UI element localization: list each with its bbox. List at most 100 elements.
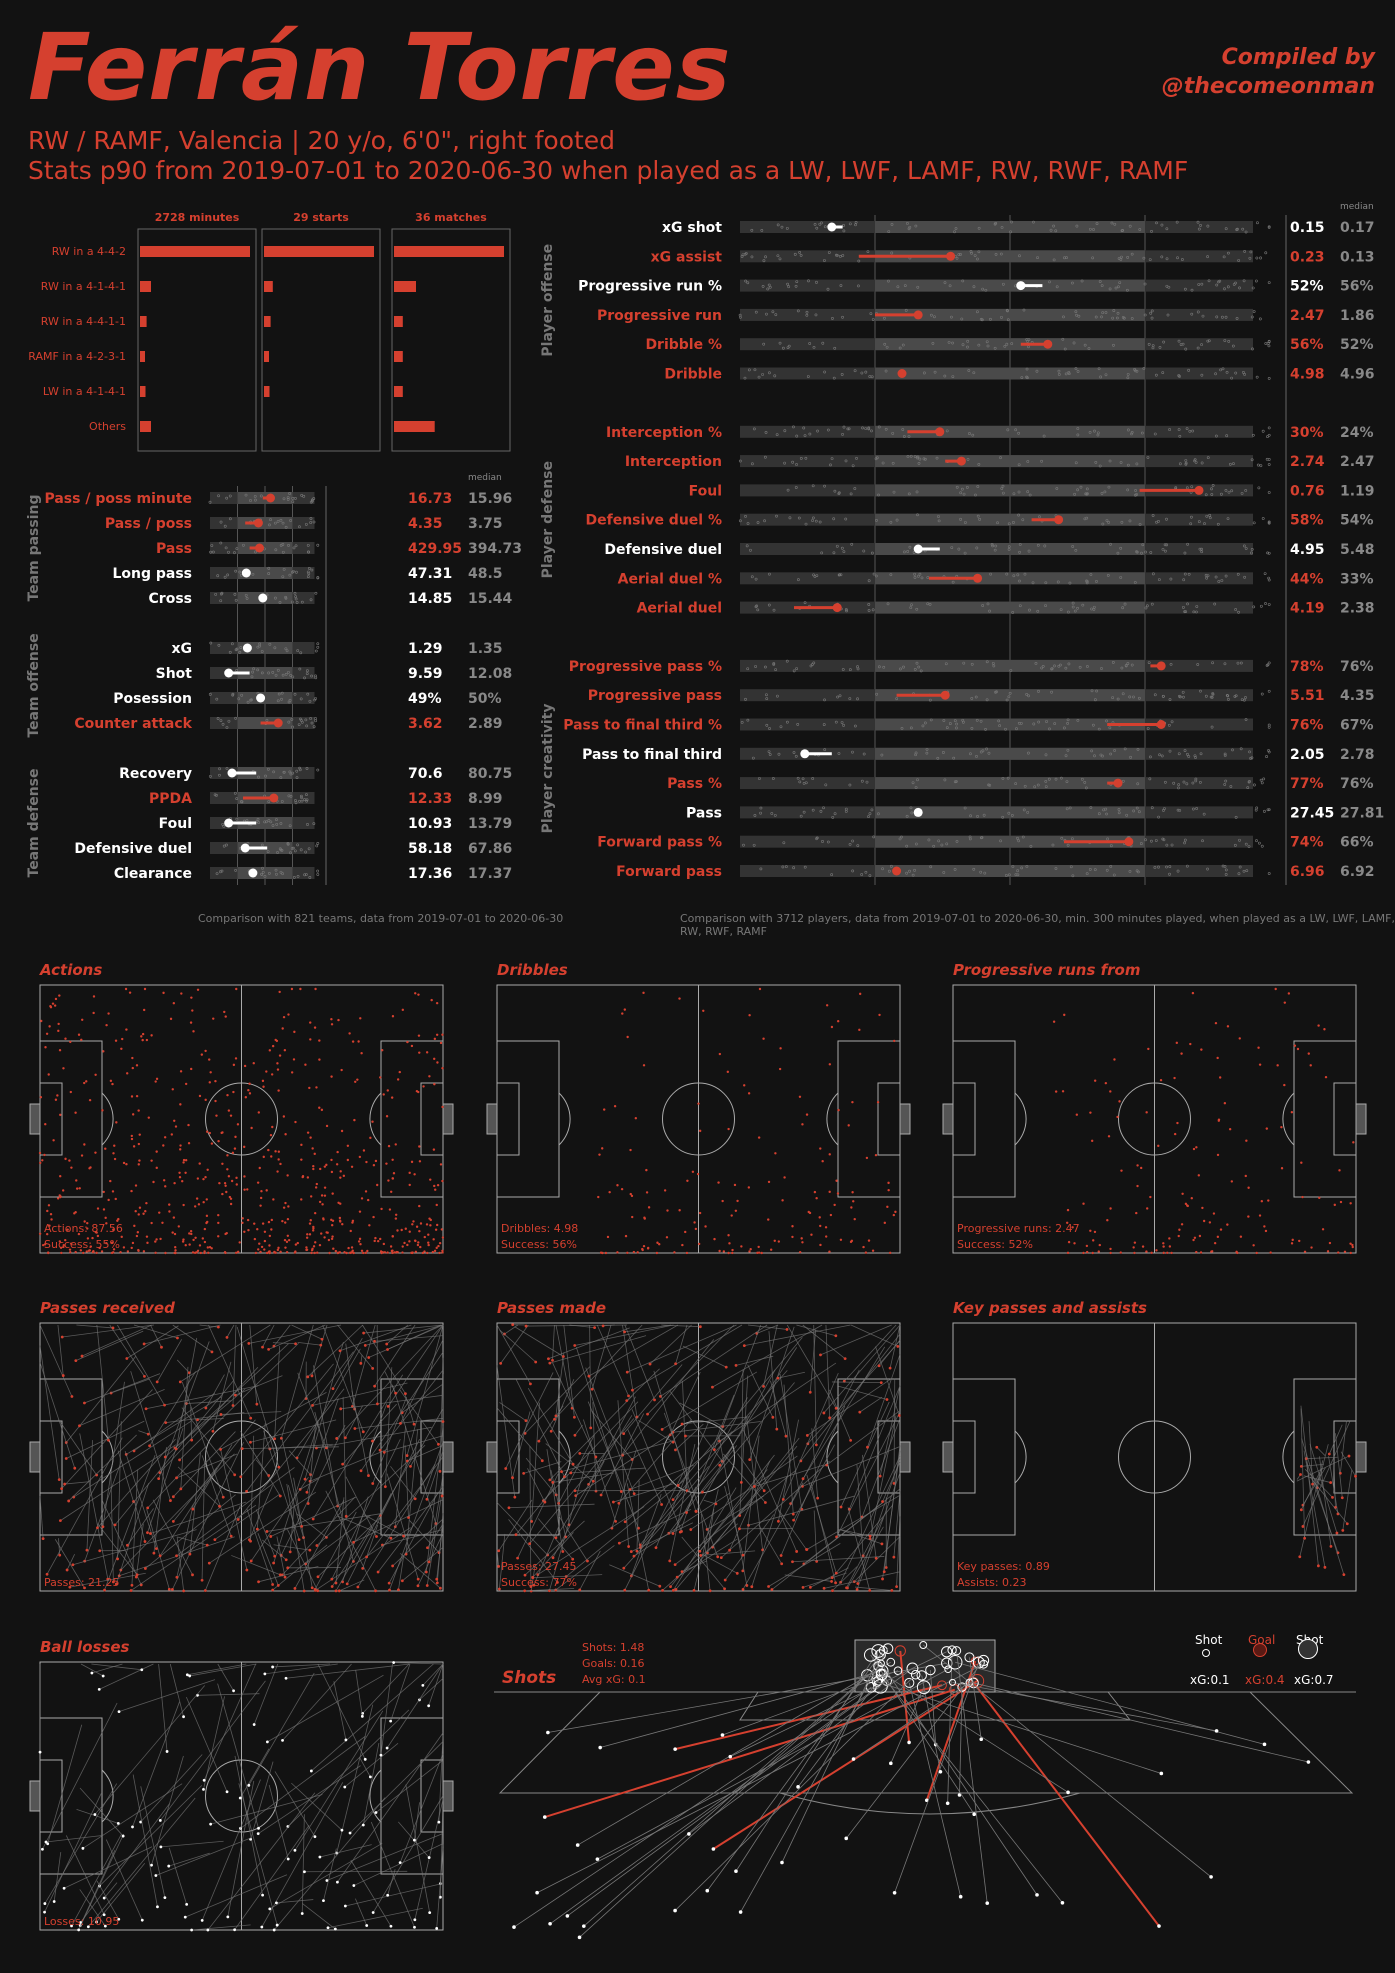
pass-arrow <box>218 1684 259 1829</box>
event-dot <box>287 1205 289 1207</box>
pass-origin <box>593 1326 596 1329</box>
event-dot <box>277 1158 279 1160</box>
event-dot <box>262 1086 264 1088</box>
position-bar <box>264 316 271 327</box>
event-dot <box>1140 1167 1142 1169</box>
stat-label: Forward pass % <box>597 835 722 851</box>
event-dot <box>1192 1239 1194 1241</box>
event-dot <box>270 1134 272 1136</box>
shot-origin <box>972 1812 976 1816</box>
event-dot <box>438 1252 440 1254</box>
pass-origin <box>658 1585 661 1588</box>
pass-origin <box>834 1581 837 1584</box>
pass-origin <box>272 1562 275 1565</box>
event-dot <box>774 1152 776 1154</box>
event-dot <box>647 1247 649 1249</box>
event-dot <box>136 1064 138 1066</box>
pass-origin <box>392 1661 395 1664</box>
event-dot <box>70 1091 72 1093</box>
pass-origin <box>163 1404 166 1407</box>
event-dot <box>875 1154 877 1156</box>
pass-origin <box>835 1572 838 1575</box>
event-dot <box>174 1246 176 1248</box>
pass-arrow <box>391 1664 410 1721</box>
pitch-summary-line: Success: 55% <box>44 1237 123 1253</box>
event-dot <box>253 1062 255 1064</box>
pass-arrow <box>509 1504 595 1508</box>
pass-origin <box>146 1531 149 1534</box>
pass-origin <box>247 1342 250 1345</box>
event-dot <box>311 1249 313 1251</box>
pass-origin <box>600 1494 603 1497</box>
stat-median: 5.48 <box>1340 542 1375 558</box>
pass-arrow <box>295 1711 383 1850</box>
event-dot <box>1063 1014 1065 1016</box>
pass-origin <box>698 1550 701 1553</box>
event-dot <box>695 1228 697 1230</box>
pass-origin <box>273 1555 276 1558</box>
event-dot <box>1132 1246 1134 1248</box>
pass-origin <box>791 1560 794 1563</box>
stat-label: Dribble <box>664 367 722 383</box>
stat-value: 47.31 <box>408 566 452 582</box>
population-dot <box>1262 517 1264 519</box>
shot-origin <box>566 1914 570 1918</box>
pass-arrow <box>721 1461 829 1558</box>
event-dot <box>297 1242 299 1244</box>
pass-origin <box>1298 1555 1301 1558</box>
team-stats-chart: medianPass / poss minute 16.73 15.96Pass /… <box>20 470 540 890</box>
penalty-box <box>381 1041 443 1197</box>
event-dot <box>241 1217 243 1219</box>
pass-arrow <box>289 1451 310 1475</box>
stat-label: Pass to final third % <box>563 718 722 734</box>
pass-origin <box>155 1547 158 1550</box>
pitch-group <box>487 1323 910 1592</box>
pass-arrow <box>153 1500 192 1575</box>
event-dot <box>441 1067 443 1069</box>
penalty-box <box>953 1041 1015 1197</box>
shot-line <box>736 1651 878 1871</box>
population-dot <box>317 873 319 875</box>
pass-origin <box>156 1905 159 1908</box>
event-dot <box>56 1094 58 1096</box>
pitch-title: Passes received <box>40 1299 175 1317</box>
pass-origin <box>417 1584 420 1587</box>
pass-arrow <box>1343 1470 1352 1530</box>
pass-origin <box>633 1555 636 1558</box>
event-dot <box>403 1242 405 1244</box>
pass-origin <box>802 1477 805 1480</box>
pass-origin <box>61 1336 64 1339</box>
event-dot <box>232 1152 234 1154</box>
pass-origin <box>623 1589 626 1592</box>
event-dot <box>424 1236 426 1238</box>
event-dot <box>226 1168 228 1170</box>
event-dot <box>347 1247 349 1249</box>
pass-arrow <box>111 1379 150 1393</box>
event-dot <box>1082 1203 1084 1205</box>
pass-origin <box>175 1476 178 1479</box>
pass-arrow <box>897 1516 900 1586</box>
pass-origin <box>307 1502 310 1505</box>
pass-arrow <box>239 1783 277 1925</box>
event-dot <box>323 1236 325 1238</box>
stat-label: Cross <box>149 591 192 607</box>
pass-arrow <box>169 1853 210 1866</box>
event-dot <box>848 1124 850 1126</box>
pass-origin <box>1303 1537 1306 1540</box>
event-dot <box>125 988 127 990</box>
event-dot <box>234 1147 236 1149</box>
pass-origin <box>261 1346 264 1349</box>
pass-origin <box>399 1861 402 1864</box>
pitch-summary-line: Success: 52% <box>957 1237 1080 1253</box>
pass-origin <box>543 1501 546 1504</box>
pass-arrow <box>311 1664 433 1771</box>
event-dot <box>215 1114 217 1116</box>
pass-origin <box>148 1444 151 1447</box>
pass-origin <box>409 1465 412 1468</box>
pass-origin <box>126 1544 129 1547</box>
goal-area <box>40 1083 62 1155</box>
stat-median: 1.35 <box>468 641 503 657</box>
pass-origin <box>143 1343 146 1346</box>
pass-origin <box>541 1459 544 1462</box>
event-dot <box>287 1013 289 1015</box>
